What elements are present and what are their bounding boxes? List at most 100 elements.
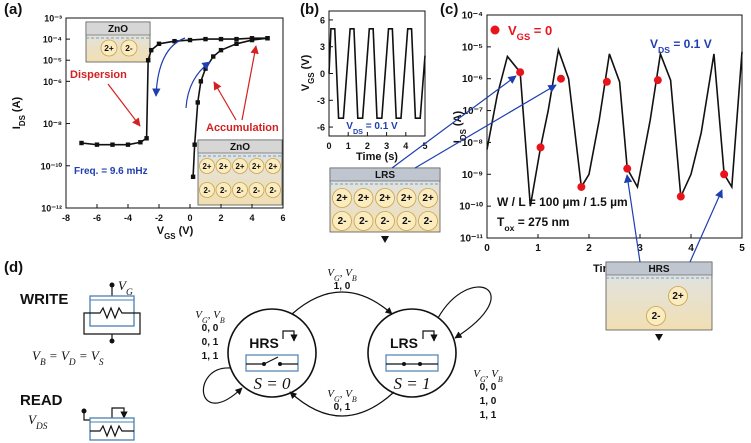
charge bbox=[668, 286, 688, 306]
y-tick-label: -3 bbox=[317, 96, 325, 106]
x-tick-label: 5 bbox=[739, 243, 745, 254]
transition-inputs-part: , V bbox=[340, 267, 354, 279]
y-tick-label: 10⁻⁴ bbox=[462, 11, 483, 22]
inset-bar bbox=[329, 167, 441, 182]
x-tick-label: -8 bbox=[62, 213, 70, 223]
read-label: READ bbox=[20, 392, 63, 409]
x-tick-label: 3 bbox=[637, 243, 643, 254]
charge bbox=[332, 211, 352, 231]
x-axis-label: Time (s) bbox=[356, 151, 398, 163]
panel-label: (c) bbox=[440, 1, 458, 18]
point bbox=[556, 74, 565, 83]
charge bbox=[332, 188, 352, 208]
bias-label-part: V bbox=[28, 412, 38, 427]
charge bbox=[375, 211, 395, 231]
annotation: W / L = 100 µm / 1.5 µm bbox=[497, 195, 628, 209]
annotation: Freq. = 9.6 mHz bbox=[74, 166, 148, 177]
charge bbox=[265, 158, 281, 174]
gate-label: VG bbox=[118, 278, 133, 298]
point bbox=[190, 174, 196, 180]
transition-inputs-part: V bbox=[327, 267, 335, 279]
charge-label: 2+ bbox=[379, 193, 391, 204]
charge-label: 2- bbox=[125, 43, 133, 53]
y-axis-label-part: I bbox=[11, 126, 23, 129]
y-tick-label: 10⁻¹⁰ bbox=[459, 202, 483, 213]
x-tick-label: 2 bbox=[586, 243, 592, 254]
charge-label: 2+ bbox=[422, 193, 434, 204]
inset-label: LRS bbox=[375, 170, 395, 181]
charge bbox=[396, 188, 417, 208]
arrow bbox=[623, 174, 641, 263]
point bbox=[623, 164, 632, 173]
switch-blade bbox=[263, 356, 279, 365]
point bbox=[218, 36, 224, 42]
transition-inputs: VG, VB bbox=[473, 368, 503, 384]
charge-label: 2- bbox=[424, 216, 433, 227]
point bbox=[79, 140, 84, 146]
bias-label-part: = V bbox=[76, 348, 101, 363]
panel-label: (a) bbox=[4, 1, 22, 18]
charge-label: 2- bbox=[270, 186, 277, 195]
x-axis-label: VGS (V) bbox=[157, 225, 194, 241]
transition-inputs-part: , V bbox=[486, 368, 500, 380]
transition-inputs-part: B bbox=[220, 316, 225, 325]
charge bbox=[646, 306, 666, 326]
transition-inputs-part: V bbox=[473, 368, 481, 380]
inset-label: ZnO bbox=[108, 24, 128, 35]
y-tick-label: 10⁻⁵ bbox=[462, 42, 483, 53]
y-tick-label: -6 bbox=[317, 123, 325, 133]
series-line bbox=[486, 46, 743, 207]
charge bbox=[418, 211, 438, 231]
point bbox=[234, 36, 239, 42]
inset-bar bbox=[85, 21, 151, 36]
charge-label: 2+ bbox=[269, 162, 278, 171]
legend-label-part: V bbox=[508, 23, 517, 38]
y-axis-label-part: (V) bbox=[300, 54, 312, 72]
bias-label-part: B bbox=[40, 358, 46, 368]
transition bbox=[289, 391, 395, 417]
transition-inputs-part: V bbox=[195, 309, 203, 321]
gate-label-part: G bbox=[126, 288, 133, 298]
x-tick-label: 6 bbox=[280, 213, 285, 223]
transition-value: 0, 1 bbox=[334, 402, 351, 413]
x-tick-label: 1 bbox=[535, 243, 541, 254]
x-tick-label: 1 bbox=[346, 141, 351, 151]
charge bbox=[199, 182, 215, 198]
transition-value: 1, 1 bbox=[480, 410, 497, 421]
point bbox=[110, 142, 115, 147]
annotation: Accumulation bbox=[206, 122, 279, 134]
annotation: Tox = 275 nm bbox=[497, 215, 569, 233]
arrow bbox=[241, 45, 259, 121]
point bbox=[145, 58, 151, 63]
bias-label-part: S bbox=[99, 358, 104, 368]
x-tick-label: 2 bbox=[365, 141, 370, 151]
x-tick-label: 2 bbox=[218, 213, 223, 223]
charge bbox=[215, 158, 232, 174]
switch-box bbox=[385, 354, 439, 372]
transition-inputs-part: V bbox=[327, 388, 335, 400]
y-tick-label: 10⁻³ bbox=[44, 14, 62, 24]
bias-label: VDS bbox=[28, 412, 48, 432]
bias-label-part: D bbox=[68, 358, 76, 368]
y-tick-label: 10⁻⁷ bbox=[462, 106, 483, 117]
point bbox=[203, 36, 208, 42]
charge-label: 2+ bbox=[252, 162, 261, 171]
point bbox=[144, 136, 149, 141]
y-axis-label-part: V bbox=[300, 83, 312, 91]
y-tick-label: 10⁻⁵ bbox=[43, 56, 62, 66]
arrow bbox=[414, 84, 557, 169]
charge-label: 2+ bbox=[672, 291, 684, 302]
charge bbox=[232, 182, 248, 198]
plot-frame bbox=[486, 14, 743, 239]
state-value: S = 0 bbox=[254, 374, 291, 393]
y-axis-label-part: (A) bbox=[11, 96, 23, 115]
bias-label-part: DS bbox=[35, 422, 48, 432]
gate-label-part: V bbox=[118, 278, 128, 293]
charge bbox=[375, 188, 395, 208]
transition-inputs-part: B bbox=[352, 274, 357, 283]
legend-label: VGS = 0 bbox=[508, 23, 552, 42]
point bbox=[192, 142, 197, 147]
y-tick-label: 6 bbox=[320, 15, 325, 25]
bias-label: VB = VD = VS bbox=[32, 348, 104, 368]
transition bbox=[291, 291, 393, 315]
